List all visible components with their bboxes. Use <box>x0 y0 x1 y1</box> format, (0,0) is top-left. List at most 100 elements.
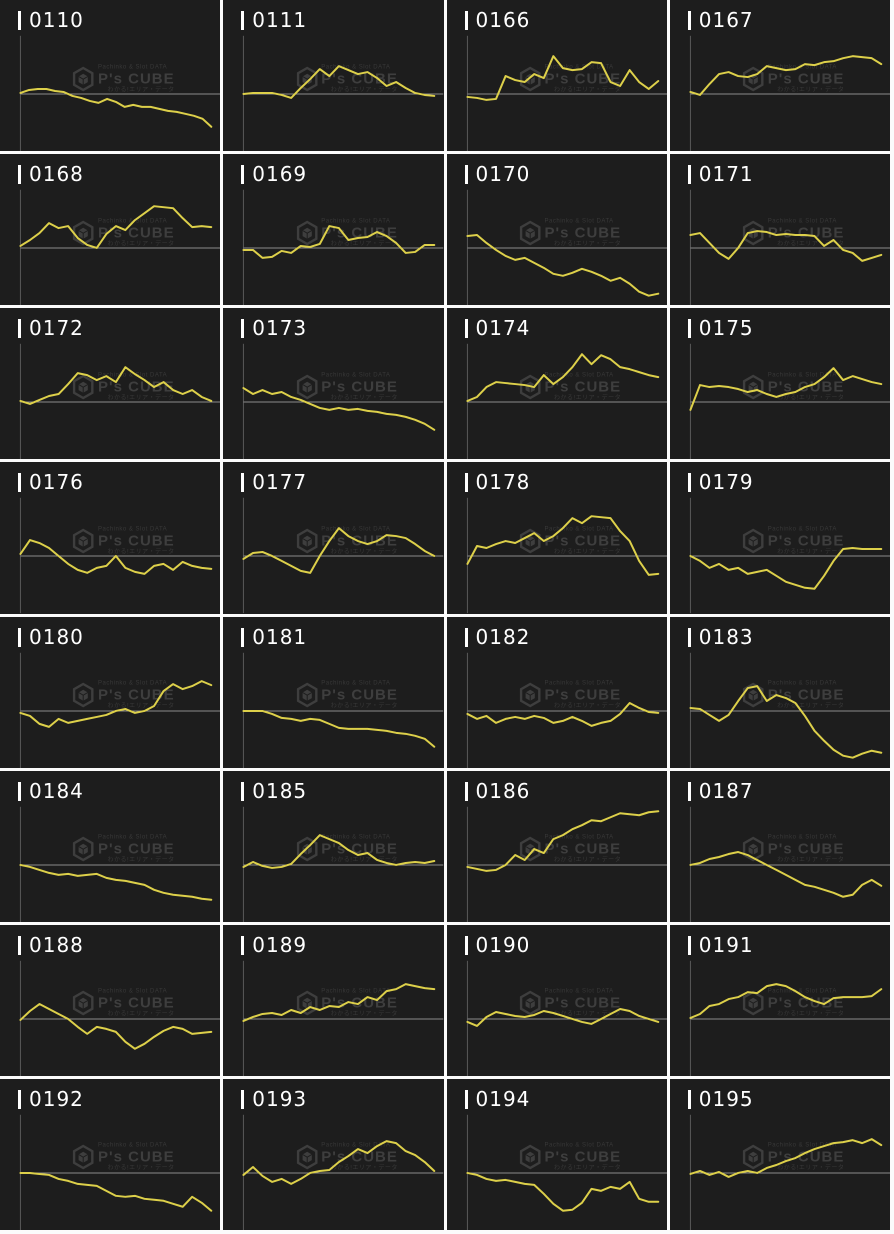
machine-number-label: 0187 <box>698 778 754 803</box>
chart-panel-0185[interactable]: 0185 Pachinko & Slot DATA P's CUBE わかる!エ… <box>223 770 444 922</box>
watermark-top-text: Pachinko & Slot DATA <box>98 680 168 687</box>
watermark-bottom-text: わかる!エリア・データ <box>330 549 398 556</box>
chart-panel-0192[interactable]: 0192 Pachinko & Slot DATA P's CUBE わかる!エ… <box>0 1078 221 1230</box>
watermark-texts: Pachinko & Slot DATA P's CUBE わかる!エリア・デー… <box>545 526 622 555</box>
chart-panel-0187[interactable]: 0187 Pachinko & Slot DATA P's CUBE わかる!エ… <box>669 770 890 922</box>
chart-panel-0184[interactable]: 0184 Pachinko & Slot DATA P's CUBE わかる!エ… <box>0 770 221 922</box>
label-accent-bar <box>18 1089 21 1109</box>
chart-panel-0180[interactable]: 0180 Pachinko & Slot DATA P's CUBE わかる!エ… <box>0 616 221 768</box>
chart-panel-0174[interactable]: 0174 Pachinko & Slot DATA P's CUBE わかる!エ… <box>446 308 667 460</box>
sparkline-chart <box>242 652 444 768</box>
ps-cube-watermark: Pachinko & Slot DATA P's CUBE わかる!エリア・デー… <box>72 989 175 1018</box>
panel-label: 0181 <box>241 626 307 648</box>
chart-panel-0170[interactable]: 0170 Pachinko & Slot DATA P's CUBE わかる!エ… <box>446 154 667 306</box>
hexagon-cube-icon <box>742 836 764 862</box>
watermark-bottom-text: わかる!エリア・データ <box>553 549 622 556</box>
machine-number-label: 0170 <box>475 162 531 187</box>
ps-cube-watermark: Pachinko & Slot DATA P's CUBE わかる!エリア・デー… <box>295 526 398 555</box>
chart-panel-0193[interactable]: 0193 Pachinko & Slot DATA P's CUBE わかる!エ… <box>223 1078 444 1230</box>
machine-number-label: 0111 <box>252 8 308 32</box>
sparkline-chart <box>242 960 444 1076</box>
machine-number-label: 0193 <box>252 1086 308 1111</box>
chart-panel-0171[interactable]: 0171 Pachinko & Slot DATA P's CUBE わかる!エ… <box>669 154 890 306</box>
chart-panel-0172[interactable]: 0172 Pachinko & Slot DATA P's CUBE わかる!エ… <box>0 308 221 460</box>
data-series-line <box>465 1007 659 1027</box>
chart-panel-0175[interactable]: 0175 Pachinko & Slot DATA P's CUBE わかる!エ… <box>669 308 890 460</box>
label-accent-bar <box>18 781 21 801</box>
chart-panel-0110[interactable]: 0110 Pachinko & Slot DATA P's CUBE わかる!エ… <box>0 0 221 152</box>
panel-label: 0173 <box>241 317 307 339</box>
chart-panel-0188[interactable]: 0188 Pachinko & Slot DATA P's CUBE わかる!エ… <box>0 924 221 1076</box>
sparkline-chart <box>465 35 667 152</box>
chart-panel-0167[interactable]: 0167 Pachinko & Slot DATA P's CUBE わかる!エ… <box>669 0 890 152</box>
watermark-top-text: Pachinko & Slot DATA <box>321 64 391 71</box>
chart-panel-0186[interactable]: 0186 Pachinko & Slot DATA P's CUBE わかる!エ… <box>446 770 667 922</box>
chart-panel-0179[interactable]: 0179 Pachinko & Slot DATA P's CUBE わかる!エ… <box>669 462 890 614</box>
sparkline-chart <box>242 498 444 614</box>
chart-panel-0173[interactable]: 0173 Pachinko & Slot DATA P's CUBE わかる!エ… <box>223 308 444 460</box>
watermark-brand: P's CUBE <box>321 70 398 88</box>
chart-panel-0194[interactable]: 0194 Pachinko & Slot DATA P's CUBE わかる!エ… <box>446 1078 667 1230</box>
chart-panel-0190[interactable]: 0190 Pachinko & Slot DATA P's CUBE わかる!エ… <box>446 924 667 1076</box>
chart-panel-0195[interactable]: 0195 Pachinko & Slot DATA P's CUBE わかる!エ… <box>669 1078 890 1230</box>
panel-label: 0168 <box>18 163 84 185</box>
label-accent-bar <box>241 319 245 339</box>
panel-label: 0194 <box>464 1088 531 1110</box>
watermark-texts: Pachinko & Slot DATA P's CUBE わかる!エリア・デー… <box>545 835 622 864</box>
data-series-line <box>19 1171 213 1212</box>
chart-panel-0166[interactable]: 0166 Pachinko & Slot DATA P's CUBE わかる!エ… <box>446 0 667 152</box>
label-accent-bar <box>241 165 245 185</box>
machine-number-label: 0172 <box>29 316 84 341</box>
data-series-line <box>689 850 883 898</box>
sparkline-chart <box>19 806 221 922</box>
chart-panel-0181[interactable]: 0181 Pachinko & Slot DATA P's CUBE わかる!エ… <box>223 616 444 768</box>
watermark-top-text: Pachinko & Slot DATA <box>98 372 168 379</box>
watermark-bottom-text: わかる!エリア・データ <box>330 857 398 864</box>
machine-number-label: 0169 <box>252 162 308 187</box>
panel-label: 0166 <box>464 9 531 31</box>
hexagon-cube-icon <box>296 990 318 1016</box>
watermark-bottom-text: わかる!エリア・データ <box>107 395 175 402</box>
label-accent-bar <box>464 11 468 30</box>
chart-panel-0177[interactable]: 0177 Pachinko & Slot DATA P's CUBE わかる!エ… <box>223 462 444 614</box>
chart-panel-0111[interactable]: 0111 Pachinko & Slot DATA P's CUBE わかる!エ… <box>223 0 444 152</box>
machine-number-label: 0191 <box>698 932 754 957</box>
watermark-texts: Pachinko & Slot DATA P's CUBE わかる!エリア・デー… <box>98 218 175 247</box>
chart-panel-0176[interactable]: 0176 Pachinko & Slot DATA P's CUBE わかる!エ… <box>0 462 221 614</box>
watermark-brand: P's CUBE <box>544 840 622 858</box>
ps-cube-watermark: Pachinko & Slot DATA P's CUBE わかる!エリア・デー… <box>742 681 845 710</box>
panel-label: 0176 <box>18 471 84 493</box>
label-accent-bar <box>687 473 691 493</box>
panel-label: 0172 <box>18 317 84 339</box>
label-accent-bar <box>464 1089 468 1109</box>
data-series-line <box>689 55 883 96</box>
chart-panel-0189[interactable]: 0189 Pachinko & Slot DATA P's CUBE わかる!エ… <box>223 924 444 1076</box>
chart-panel-0183[interactable]: 0183 Pachinko & Slot DATA P's CUBE わかる!エ… <box>669 616 890 768</box>
chart-panel-0168[interactable]: 0168 Pachinko & Slot DATA P's CUBE わかる!エ… <box>0 154 221 306</box>
sparkline-chart <box>242 189 444 306</box>
panel-label: 0170 <box>464 162 531 187</box>
chart-panel-0182[interactable]: 0182 Pachinko & Slot DATA P's CUBE わかる!エ… <box>446 616 667 768</box>
chart-panel-0169[interactable]: 0169 Pachinko & Slot DATA P's CUBE わかる!エ… <box>223 154 444 306</box>
sparkline-chart <box>19 1114 221 1230</box>
sparkline-chart <box>689 806 890 922</box>
watermark-texts: Pachinko & Slot DATA P's CUBE わかる!エリア・デー… <box>768 989 845 1018</box>
watermark-brand: P's CUBE <box>544 224 622 242</box>
data-series-line <box>19 863 213 901</box>
sparkline-chart <box>242 344 444 460</box>
sparkline-chart <box>689 652 890 768</box>
watermark-top-text: Pachinko & Slot DATA <box>98 64 168 71</box>
data-series-line <box>689 1138 883 1178</box>
watermark-top-text: Pachinko & Slot DATA <box>767 64 837 71</box>
watermark-top-text: Pachinko & Slot DATA <box>321 988 391 995</box>
data-series-line <box>19 539 213 576</box>
watermark-bottom-text: わかる!エリア・データ <box>777 1165 845 1172</box>
label-accent-bar <box>18 935 21 955</box>
chart-panel-0191[interactable]: 0191 Pachinko & Slot DATA P's CUBE わかる!エ… <box>669 924 890 1076</box>
sparkline-chart <box>19 344 221 460</box>
hexagon-cube-icon <box>742 990 764 1016</box>
label-accent-bar <box>18 473 21 493</box>
chart-panel-0178[interactable]: 0178 Pachinko & Slot DATA P's CUBE わかる!エ… <box>446 462 667 614</box>
ps-cube-watermark: Pachinko & Slot DATA P's CUBE わかる!エリア・デー… <box>519 989 622 1018</box>
